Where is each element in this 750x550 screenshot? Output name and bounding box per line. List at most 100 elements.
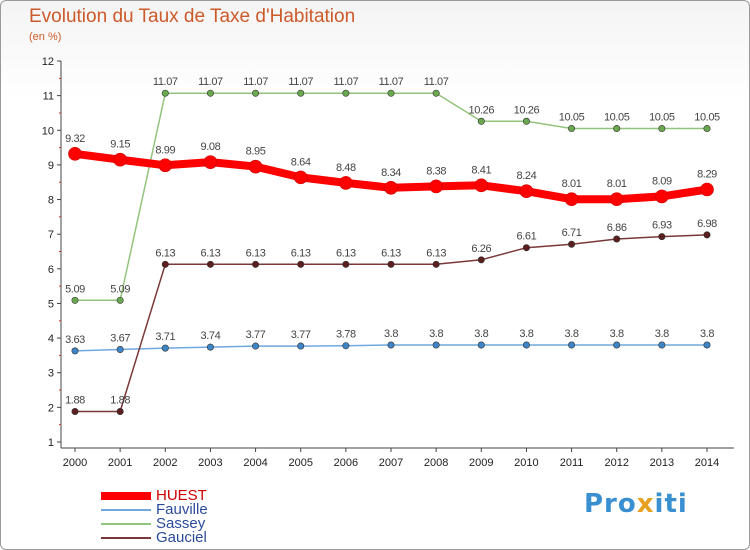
data-point-gauciel (522, 244, 530, 252)
data-label-sassey: 11.07 (424, 76, 449, 88)
data-label-gauciel: 6.13 (291, 247, 311, 259)
data-label-sassey: 10.05 (649, 112, 675, 124)
data-point-fauville (297, 342, 305, 350)
logo-part-2: x (636, 489, 655, 519)
data-point-gauciel (568, 240, 576, 248)
x-tick-label: 2003 (198, 457, 222, 469)
y-tick-label: 10 (42, 125, 54, 137)
legend-label: Fauville (156, 501, 208, 518)
data-point-sassey (613, 125, 621, 133)
data-label-fauville: 3.77 (291, 329, 311, 341)
legend-label: Sassey (156, 515, 206, 532)
y-tick-label: 1 (48, 437, 54, 449)
data-point-gauciel (342, 260, 350, 268)
y-tick-label: 11 (43, 91, 54, 103)
logo-part-1: Pro (584, 489, 637, 519)
legend-item-sassey: Sassey (101, 515, 341, 533)
data-point-gauciel (161, 260, 169, 268)
data-point-gauciel (297, 260, 305, 268)
data-point-fauville (342, 342, 350, 350)
data-point-huest (158, 158, 173, 173)
y-tick-label: 4 (48, 333, 54, 345)
data-label-huest: 9.08 (201, 141, 221, 153)
data-label-gauciel: 6.26 (471, 243, 491, 255)
data-point-huest (655, 189, 669, 204)
data-label-fauville: 3.8 (384, 328, 398, 340)
data-label-fauville: 3.8 (474, 328, 488, 340)
data-point-sassey (703, 125, 711, 133)
x-tick-label: 2009 (469, 457, 493, 469)
data-label-gauciel: 6.86 (607, 222, 627, 234)
data-point-fauville (658, 341, 666, 349)
data-label-huest: 8.99 (155, 144, 175, 156)
data-point-fauville (116, 346, 124, 354)
data-point-gauciel (432, 260, 440, 268)
x-tick-label: 2008 (424, 457, 448, 469)
x-tick-label: 2004 (243, 457, 267, 469)
data-label-huest: 8.95 (246, 146, 266, 158)
data-label-huest: 8.09 (652, 175, 672, 187)
data-point-gauciel (658, 233, 666, 241)
logo-part-3: iti (654, 489, 688, 519)
data-point-huest (700, 182, 714, 197)
legend-swatch (101, 509, 151, 511)
data-label-gauciel: 1.88 (65, 395, 85, 407)
data-label-gauciel: 6.13 (381, 247, 401, 259)
y-tick-label: 5 (48, 298, 54, 310)
data-label-gauciel: 6.71 (562, 227, 582, 239)
data-label-gauciel: 6.13 (426, 247, 446, 259)
data-label-sassey: 10.05 (604, 112, 630, 124)
data-label-huest: 8.01 (562, 178, 582, 190)
y-tick-label: 6 (48, 264, 54, 276)
data-label-huest: 8.01 (607, 178, 627, 190)
data-label-sassey: 11.07 (288, 76, 313, 88)
data-point-sassey (568, 125, 576, 133)
data-label-sassey: 10.26 (514, 104, 540, 116)
data-point-fauville (206, 343, 214, 351)
data-label-gauciel: 6.13 (201, 247, 221, 259)
data-label-sassey: 11.07 (198, 76, 223, 88)
data-point-huest (384, 180, 398, 195)
data-point-sassey (161, 89, 169, 97)
data-point-fauville (387, 341, 395, 349)
data-point-sassey (387, 89, 395, 97)
data-label-gauciel: 6.13 (155, 247, 175, 259)
data-label-huest: 8.29 (697, 169, 717, 181)
y-tick-label: 2 (48, 402, 54, 414)
data-point-fauville (477, 341, 485, 349)
data-point-huest (68, 147, 82, 161)
data-point-fauville (161, 344, 169, 352)
data-label-fauville: 3.67 (110, 333, 130, 345)
data-point-sassey (252, 89, 260, 97)
data-point-gauciel (703, 231, 711, 239)
data-label-huest: 8.38 (426, 165, 446, 177)
data-point-gauciel (477, 256, 485, 264)
x-tick-label: 2007 (379, 457, 403, 469)
data-label-fauville: 3.8 (655, 328, 669, 340)
data-label-fauville: 3.63 (65, 334, 85, 346)
data-point-huest (113, 152, 127, 167)
data-label-sassey: 11.07 (333, 76, 358, 88)
data-point-huest (564, 192, 579, 206)
data-label-sassey: 11.07 (379, 76, 404, 88)
data-point-huest (248, 159, 263, 174)
data-point-sassey (342, 89, 350, 97)
x-tick-label: 2006 (334, 457, 358, 469)
data-label-huest: 8.34 (381, 167, 401, 179)
data-point-huest (474, 178, 489, 193)
data-label-sassey: 11.07 (153, 76, 178, 88)
x-tick-label: 2005 (288, 457, 312, 469)
data-label-huest: 8.64 (291, 156, 311, 168)
data-label-fauville: 3.8 (610, 328, 624, 340)
legend-item-gauciel: Gauciel (101, 529, 341, 547)
data-label-fauville: 3.8 (565, 328, 579, 340)
data-label-fauville: 3.8 (700, 328, 714, 340)
legend-item-huest: HUEST (101, 487, 341, 505)
data-point-huest (339, 176, 353, 190)
y-tick-label: 3 (48, 368, 54, 380)
data-point-fauville (252, 342, 260, 350)
data-point-huest (203, 155, 218, 169)
y-tick-label: 7 (48, 229, 54, 241)
data-point-fauville (71, 347, 79, 355)
